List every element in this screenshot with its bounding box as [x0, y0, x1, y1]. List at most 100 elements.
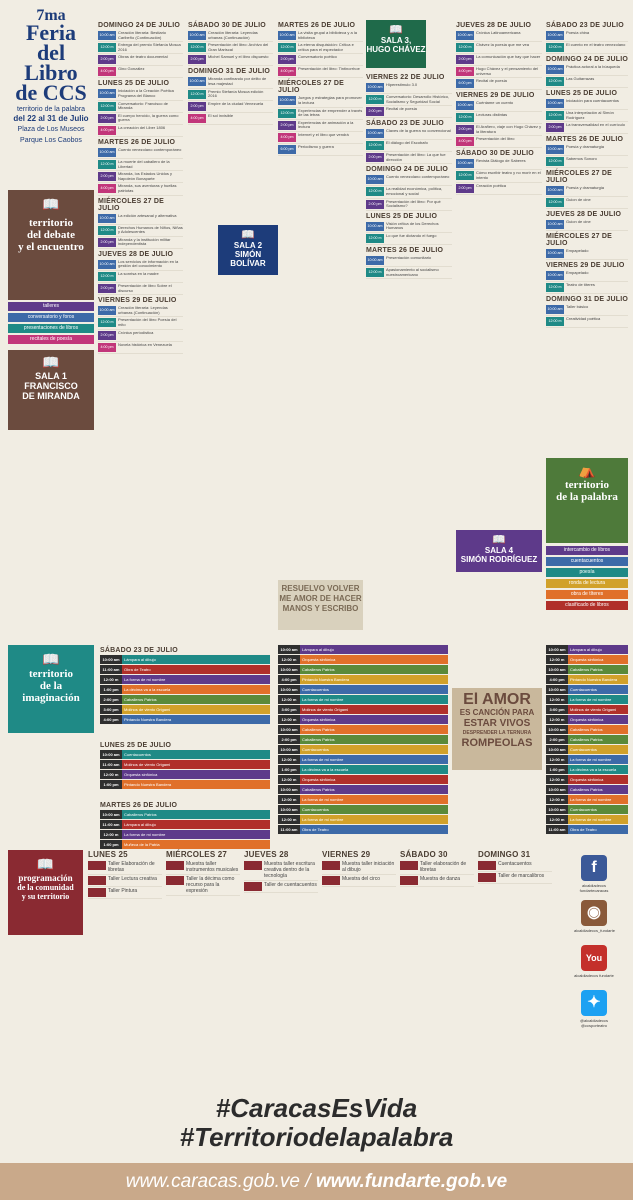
prog-day-heading: SÁBADO 30: [400, 850, 448, 859]
prog-activity: Taller la décima como recurso para la ex…: [166, 875, 240, 896]
event-row: 2:00 pm El Arañero, viaje con Hugo Chávez…: [456, 124, 542, 137]
event-title: Obras de teatro documental: [118, 54, 168, 60]
event-time: 10:00 am: [366, 175, 384, 185]
prog-day-heading: JUEVES 28: [244, 850, 289, 859]
prog-activity-title: Muestra de danza: [420, 876, 461, 882]
book-icon: 📖: [42, 651, 60, 667]
slot-time: 10:00 am: [100, 750, 122, 759]
slot-time: 3:00 pm: [546, 705, 568, 714]
url-caracas[interactable]: www.caracas.gob.ve: [125, 1171, 300, 1192]
prog-activity: Taller elaboración de libretas: [400, 860, 474, 875]
social-instagram[interactable]: ◉ alcaldiadeccs_fundarte: [574, 900, 615, 933]
event-time: 2:00 pm: [98, 284, 116, 294]
event-title: El diálogo del Escobafo: [386, 140, 428, 146]
event-title: Recital de poesía: [476, 78, 507, 84]
event-title: La muerte del caballero de la Libertad: [118, 158, 170, 169]
slot-activity: Caballeros Patrios: [300, 735, 448, 744]
book-icon: 📖: [492, 534, 506, 546]
event-row: 2:00 pm Michel Samuel y el libro dispuest…: [188, 54, 273, 67]
event-time: 10:00 am: [546, 249, 564, 259]
slot-activity: La forma de mi nombre: [568, 695, 628, 704]
slot-time: 12:00 m: [546, 795, 568, 804]
event-title: Los servicios de información en la gesti…: [118, 258, 179, 269]
dates: del 22 al 31 de Julio: [13, 114, 89, 123]
day-heading: MIÉRCOLES 27 DE JULIO: [546, 233, 613, 248]
event-time: 10:00 am: [456, 159, 474, 169]
day-heading: MARTES 26 DE JULIO: [98, 138, 176, 146]
amor-l2: ES CANCIÓN PARA: [459, 708, 535, 717]
event-time: 2:00 pm: [188, 101, 206, 111]
edition: 7ma: [36, 7, 66, 24]
slot-time: 12:00 m: [100, 830, 122, 839]
event-title: Miranda, sus aventuras y huellas patriot…: [118, 183, 177, 193]
social-twitter[interactable]: ✦ @alcaldiadeccs @ccsporteatro: [574, 990, 614, 1028]
event-time: 10:00 am: [546, 145, 564, 155]
day-heading: DOMINGO 31 DE JULIO: [188, 68, 270, 76]
event-title: Gino González: [118, 66, 145, 72]
sala4-schedule: SÁBADO 23 DE JULIO 10:00 am Poesía china 12…: [546, 20, 628, 460]
prog-marker: [322, 861, 340, 870]
slot-activity: Orquesta sinfónica: [300, 775, 448, 784]
sala3-block: 📖 SALA 3, HUGO CHÁVEZ: [366, 20, 426, 68]
slot-time: 11:00 am: [100, 760, 122, 769]
event-row: 12:00 m Cómo escribir teatro y no morir e…: [456, 170, 542, 183]
slot-activity: Cuentacuentos: [568, 685, 628, 694]
event-row: 4:00 pm Presentación del libro: [456, 136, 542, 149]
event-title: Entrega del premio Stefanía Mosca 2016: [118, 42, 181, 52]
event-time: 10:00 am: [546, 65, 564, 74]
event-time: 10:00 am: [546, 220, 564, 230]
event-time: 10:00 am: [366, 129, 384, 139]
event-row: 2:00 pm Recital de poesía: [366, 106, 452, 119]
url-separator: /: [299, 1171, 316, 1192]
slot-activity: Lámpara al dibujo: [122, 820, 270, 829]
lane-slot: 10:00 am Lámpara al dibujo: [100, 655, 270, 664]
prog-marker: [478, 873, 496, 882]
slot-time: 2:00 pm: [546, 735, 568, 744]
prog-activity-title: Muestra taller instrumentos musicales: [186, 861, 239, 873]
slot-time: 12:00 m: [546, 695, 568, 704]
grid-slot: 12:00 m Orquesta sinfónica: [278, 775, 448, 784]
slot-activity: Caballeros Patrios: [300, 725, 448, 734]
event-title: Apasionamiento al socialismo nuestroamer…: [386, 266, 439, 277]
slot-time: 11:00 am: [546, 825, 568, 834]
event-row: 6:00 pm Periodismo y guerra: [278, 144, 363, 156]
slot-activity: Caballeros Patrios: [568, 665, 628, 674]
prog-marker: [244, 861, 262, 870]
social-facebook[interactable]: f alcaldiadeccs fundartecaracas: [574, 855, 614, 893]
event-row: 2:00 pm Experiencias de animación a la le…: [278, 120, 363, 132]
event-time: 12:00 m: [188, 43, 206, 53]
lane-slot: 11:00 am Lámpara al dibujo: [100, 820, 270, 829]
slot-activity: Orquesta sinfónica: [122, 770, 270, 779]
slot-time: 10:00 am: [546, 645, 568, 654]
debate-line3: y el encuentro: [18, 241, 84, 253]
slot-activity: Cuentacuentos: [300, 685, 448, 694]
event-title: Juegos y estrategias para promover la le…: [298, 95, 362, 105]
event-row: 12:00 m Presentación del libro Poesía del…: [98, 317, 183, 330]
event-row: 12:00 m Creatividad poética: [546, 316, 628, 329]
event-title: La transversalidad en el currículo: [566, 122, 625, 128]
prog-day-heading: VIERNES 29: [322, 850, 371, 859]
twitter-icon: ✦: [581, 990, 607, 1016]
event-time: 10:00 am: [188, 77, 206, 87]
prog-day-heading: LUNES 25: [88, 850, 128, 859]
slot-time: 10:00 am: [546, 725, 568, 734]
sala2-block: 📖 SALA 2 SIMÓN BOLÍVAR: [218, 225, 278, 275]
event-row: 10:00 am Creación literaria: Leyendas urb…: [188, 30, 273, 43]
place-1: Plaza de Los Museos: [17, 126, 85, 133]
event-time: 4:00 pm: [98, 125, 116, 135]
event-title: Chávez la poesía que me vea: [476, 42, 529, 47]
event-row: 4:00 pm Gino González: [98, 66, 183, 79]
event-time: 10:00 am: [366, 83, 384, 92]
grid-slot: 10:00 am Caballeros Patrios: [278, 725, 448, 734]
prog-day-column: JUEVES 28 Muestra taller escritura creati…: [244, 848, 318, 893]
event-row: 12:00 m La sonrisa en la madre: [98, 271, 183, 284]
event-title: Crónica Latinoamericana: [476, 30, 521, 35]
slot-activity: La décima va a la escuela: [300, 765, 448, 774]
event-time: 12:00 m: [366, 233, 384, 243]
url-fundarte[interactable]: www.fundarte.gob.ve: [315, 1171, 508, 1192]
event-title: Internet y el libro que vendrá: [298, 131, 349, 137]
event-time: 10:00 am: [278, 31, 296, 40]
event-title: Presentación comunitario: [386, 254, 432, 260]
social-youtube[interactable]: You alcaldiadeccs fundarte: [574, 945, 614, 978]
event-row: 10:00 am Miranda confinando por delito de…: [188, 76, 273, 89]
